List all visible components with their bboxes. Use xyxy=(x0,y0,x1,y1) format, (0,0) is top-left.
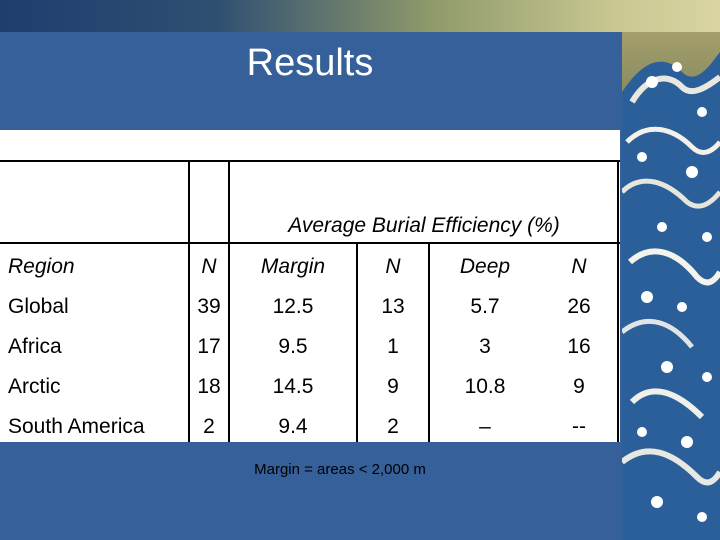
table-cell: 2 xyxy=(203,415,215,438)
slide-title: Results xyxy=(246,42,374,84)
table-cell: 9.4 xyxy=(278,415,308,438)
results-table: Average Burial Efficiency (%) Region N M… xyxy=(0,130,620,442)
table-cell: 26 xyxy=(567,295,591,318)
table-top-border xyxy=(0,160,620,162)
table-cell: 16 xyxy=(567,335,591,358)
table-cell: 39 xyxy=(197,295,221,318)
header-gradient-band xyxy=(0,0,720,32)
table-cell: 1 xyxy=(387,335,399,358)
table-cell: 9 xyxy=(387,375,399,398)
column-header-n: N xyxy=(385,255,401,278)
table-cell: 3 xyxy=(479,335,491,358)
header-divider xyxy=(0,242,620,244)
column-header-n: N xyxy=(201,255,217,278)
table-cell: 9.5 xyxy=(278,335,308,358)
group-header: Average Burial Efficiency (%) xyxy=(288,214,560,237)
table-cell: 13 xyxy=(381,295,405,318)
table-cell: -- xyxy=(572,415,586,438)
wave-illustration xyxy=(622,52,720,540)
table-cell-region: Africa xyxy=(8,335,62,358)
column-divider xyxy=(356,242,358,442)
column-header-deep: Deep xyxy=(459,255,511,278)
table-cell-region: South America xyxy=(8,415,145,438)
column-header-region: Region xyxy=(8,255,75,278)
table-cell: 10.8 xyxy=(464,375,506,398)
table-cell: 2 xyxy=(387,415,399,438)
footnote: Margin = areas < 2,000 m xyxy=(254,461,426,478)
table-cell-region: Global xyxy=(8,295,69,318)
table-cell: 18 xyxy=(197,375,221,398)
column-divider xyxy=(617,160,619,442)
column-divider xyxy=(228,160,230,442)
column-divider xyxy=(188,160,190,442)
column-header-n: N xyxy=(571,255,587,278)
table-cell: 17 xyxy=(197,335,221,358)
column-divider xyxy=(428,242,430,442)
table-cell: – xyxy=(479,415,491,438)
table-cell: 5.7 xyxy=(470,295,500,318)
wave-artwork xyxy=(622,32,720,540)
table-cell: 12.5 xyxy=(272,295,314,318)
column-header-margin: Margin xyxy=(260,255,326,278)
table-cell: 9 xyxy=(573,375,585,398)
table-cell-region: Arctic xyxy=(8,375,61,398)
table-cell: 14.5 xyxy=(272,375,314,398)
